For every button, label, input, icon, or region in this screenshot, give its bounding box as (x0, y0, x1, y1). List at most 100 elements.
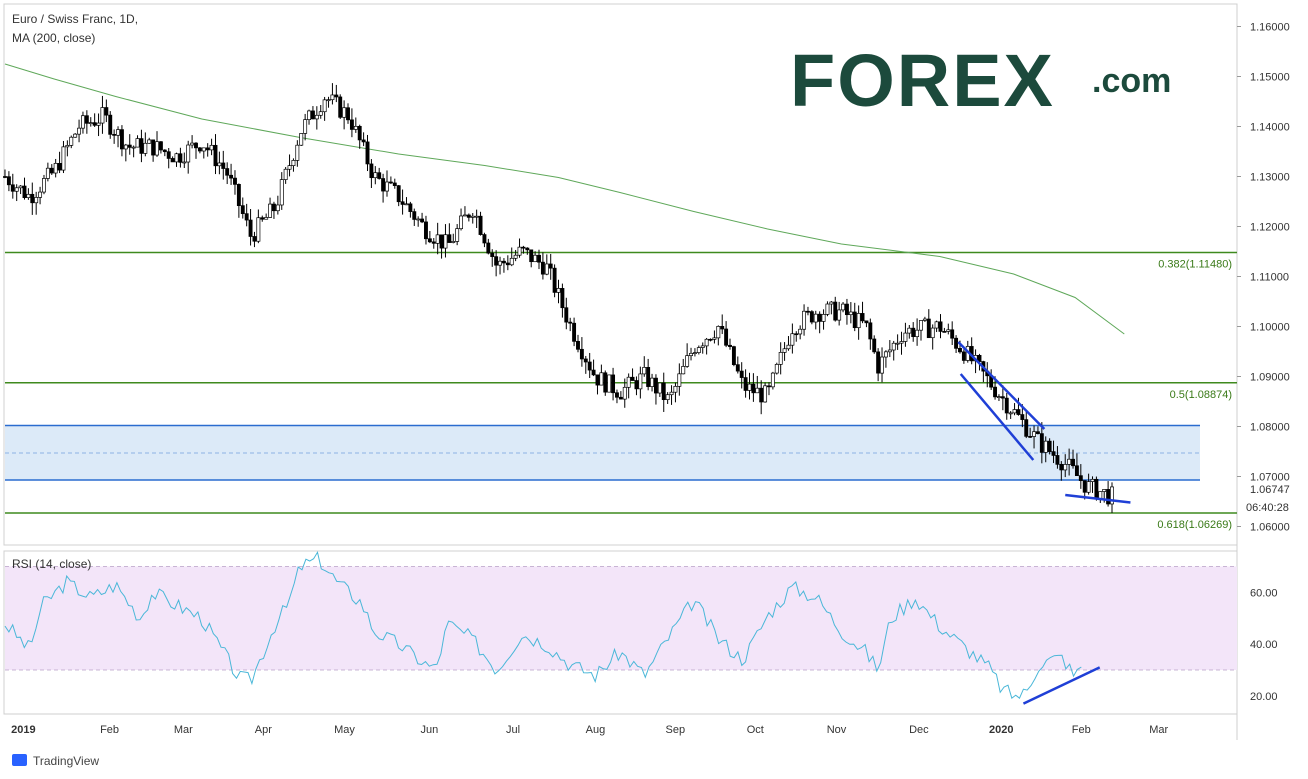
candle (1039, 422, 1044, 464)
candle (689, 347, 693, 361)
candle-body (1059, 463, 1064, 471)
candle (1110, 482, 1114, 513)
support-zone-layer (5, 424, 1200, 481)
candle (919, 319, 923, 341)
price-axis[interactable]: 1.16000 1.15000 1.14000 1.13000 1.12000 1.110… (1237, 22, 1290, 534)
last-price-label: 1.06747 (1250, 484, 1290, 496)
candle (482, 232, 487, 248)
candle-body (603, 372, 608, 393)
candle-body (127, 144, 132, 148)
candle-body (463, 214, 467, 217)
candle-body (864, 320, 869, 324)
candle-body (135, 138, 140, 148)
candle-body (696, 347, 701, 353)
candle (139, 129, 144, 163)
candle (646, 358, 651, 391)
channel-lines-layer (957, 341, 1131, 504)
candle-body (26, 193, 31, 198)
candle-body (84, 115, 89, 124)
candle (657, 382, 662, 397)
candle (466, 213, 471, 222)
candle (119, 125, 124, 157)
candle-body (829, 301, 834, 305)
candle (926, 309, 931, 339)
time-tick-label: Feb (100, 724, 119, 736)
candle (1094, 476, 1099, 501)
candle-body (848, 311, 853, 316)
candle-body (283, 168, 288, 180)
candle (673, 382, 678, 403)
candle-body (844, 303, 849, 316)
candle-body (92, 122, 97, 126)
candle (260, 215, 265, 222)
price-tick-label: 1.16000 (1250, 22, 1290, 34)
channel-line (1065, 493, 1131, 504)
time-tick-label: 2019 (11, 724, 35, 736)
candle (552, 264, 557, 298)
candle-body (470, 215, 475, 218)
candle-body (665, 394, 670, 401)
candle-body (217, 162, 222, 167)
candle-body (809, 311, 814, 323)
candle-body (377, 172, 382, 179)
candle (14, 184, 19, 202)
candle-body (556, 288, 561, 293)
candle (950, 321, 955, 346)
candle (669, 385, 674, 405)
candle-body (252, 236, 257, 242)
time-tick-label: Dec (909, 724, 929, 736)
chart-title: Euro / Swiss Franc, 1D, (12, 12, 138, 26)
candle (1016, 397, 1021, 416)
candle (494, 250, 499, 277)
candle-body (689, 352, 693, 357)
candle (650, 373, 654, 392)
candle-body (919, 320, 923, 331)
candle-body (938, 321, 943, 332)
rsi-tick-label: 60.00 (1250, 587, 1278, 599)
candle (279, 172, 284, 210)
candle-body (466, 214, 471, 218)
candle (310, 106, 315, 120)
time-axis[interactable]: 2019 Feb Mar Apr May Jun Jul Aug Sep Oct Nov Dec 202… (11, 724, 1168, 736)
candle-body (657, 382, 662, 394)
candle-body (993, 386, 998, 398)
candle (77, 119, 82, 143)
candle-body (533, 254, 538, 263)
candle-body (108, 114, 113, 135)
candle-body (236, 184, 241, 207)
candle (911, 322, 916, 342)
time-tick-label: Jul (506, 724, 520, 736)
candle (872, 335, 877, 354)
candle-body (1024, 419, 1029, 437)
candle (295, 140, 300, 167)
candle-body (728, 344, 732, 347)
candle-body (365, 141, 370, 165)
candle (954, 335, 959, 354)
candle-body (213, 144, 218, 167)
tradingview-logo[interactable]: TradingView (12, 754, 99, 768)
candle-body (310, 110, 315, 120)
candle (868, 318, 873, 350)
candle (57, 151, 62, 174)
candle-body (564, 307, 569, 323)
candle-body (349, 119, 354, 130)
candle-body (88, 122, 93, 124)
candle (443, 224, 448, 258)
candle (369, 159, 374, 189)
candle (696, 345, 701, 355)
candle (634, 376, 639, 396)
candle (190, 135, 195, 149)
candle (724, 321, 729, 348)
candle-body (622, 386, 627, 400)
candle-body (739, 370, 744, 378)
candle (486, 238, 491, 255)
candle-body (743, 377, 748, 391)
forex-logo-text: FOREX (790, 39, 1055, 122)
candle-body (708, 338, 713, 341)
candle (217, 151, 222, 175)
candle-body (802, 310, 807, 330)
candle-body (404, 203, 409, 206)
candle-body (307, 110, 311, 120)
candle (1008, 411, 1013, 419)
candle-body (112, 134, 117, 136)
